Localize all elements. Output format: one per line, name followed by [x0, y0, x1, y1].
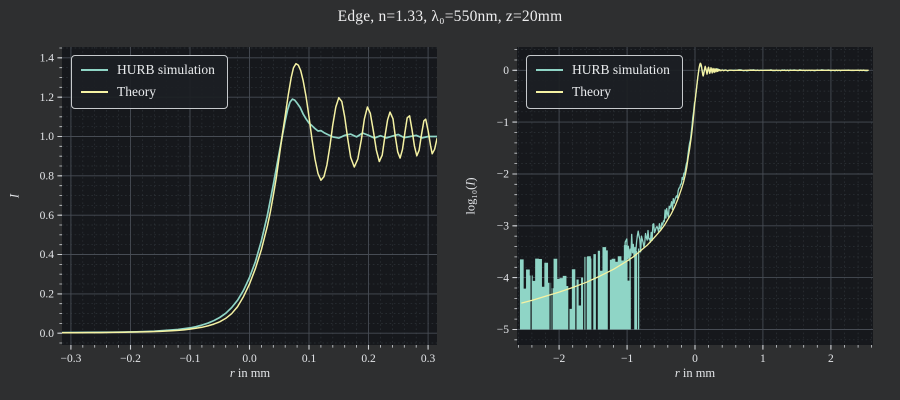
figure-title: Edge, n=1.33, λ₀=550nm, z=20mm: [337, 8, 563, 25]
svg-text:−1: −1: [621, 353, 633, 365]
legend-item-hurb: HURB simulation: [81, 62, 215, 79]
svg-text:1.2: 1.2: [40, 92, 55, 104]
svg-text:0.8: 0.8: [40, 171, 55, 183]
svg-text:0: 0: [692, 353, 698, 365]
right-xaxis-label-var: r: [674, 366, 680, 380]
svg-text:−2: −2: [497, 169, 509, 181]
svg-text:0.0: 0.0: [40, 328, 55, 340]
svg-text:−5: −5: [497, 324, 509, 336]
sim-line-swatch-icon: [81, 69, 108, 72]
svg-text:0.6: 0.6: [40, 210, 55, 222]
left-yaxis-label-var: I: [7, 193, 22, 199]
right-yaxis-label-suffix: ): [463, 177, 478, 182]
svg-text:0.0: 0.0: [242, 353, 257, 365]
left-xaxis-label-rest: in mm: [234, 366, 271, 380]
svg-text:−1: −1: [497, 117, 509, 129]
right-yaxis-label: log₁₀(I): [464, 177, 479, 214]
right-yaxis-label-var: I: [463, 181, 478, 186]
svg-text:0.3: 0.3: [421, 353, 436, 365]
svg-text:0.2: 0.2: [361, 353, 376, 365]
legend-label-theory: Theory: [572, 83, 611, 99]
svg-text:−0.2: −0.2: [120, 353, 141, 365]
svg-text:−2: −2: [553, 353, 565, 365]
svg-text:0: 0: [503, 65, 509, 77]
svg-text:−0.3: −0.3: [60, 353, 81, 365]
svg-text:2: 2: [828, 353, 834, 365]
sim-line-swatch-icon: [536, 69, 563, 72]
theory-line-swatch-icon: [536, 91, 563, 94]
legend-item-theory: Theory: [536, 84, 670, 101]
theory-line-swatch-icon: [81, 91, 108, 94]
svg-text:1: 1: [760, 353, 766, 365]
legend-right: HURB simulation Theory: [526, 55, 683, 109]
legend-item-theory: Theory: [81, 84, 215, 101]
legend-item-hurb: HURB simulation: [536, 62, 670, 79]
svg-text:0.1: 0.1: [302, 353, 317, 365]
legend-label-hurb: HURB simulation: [572, 62, 670, 77]
legend-label-hurb: HURB simulation: [117, 62, 215, 77]
svg-text:−3: −3: [497, 221, 509, 233]
svg-text:−0.1: −0.1: [180, 353, 201, 365]
left-yaxis-label: I: [8, 194, 23, 198]
right-yaxis-label-prefix: log₁₀(: [463, 185, 478, 215]
legend-left: HURB simulation Theory: [71, 55, 228, 109]
svg-text:1.0: 1.0: [40, 131, 55, 143]
svg-text:1.4: 1.4: [40, 53, 55, 65]
right-xaxis-label-rest: in mm: [679, 366, 716, 380]
svg-text:0.4: 0.4: [40, 249, 55, 261]
right-xaxis-label: r in mm: [635, 366, 755, 381]
legend-label-theory: Theory: [117, 83, 156, 99]
svg-text:0.2: 0.2: [40, 289, 55, 301]
left-xaxis-label: r in mm: [190, 366, 310, 381]
left-xaxis-label-var: r: [229, 366, 235, 380]
svg-text:−4: −4: [497, 272, 509, 284]
